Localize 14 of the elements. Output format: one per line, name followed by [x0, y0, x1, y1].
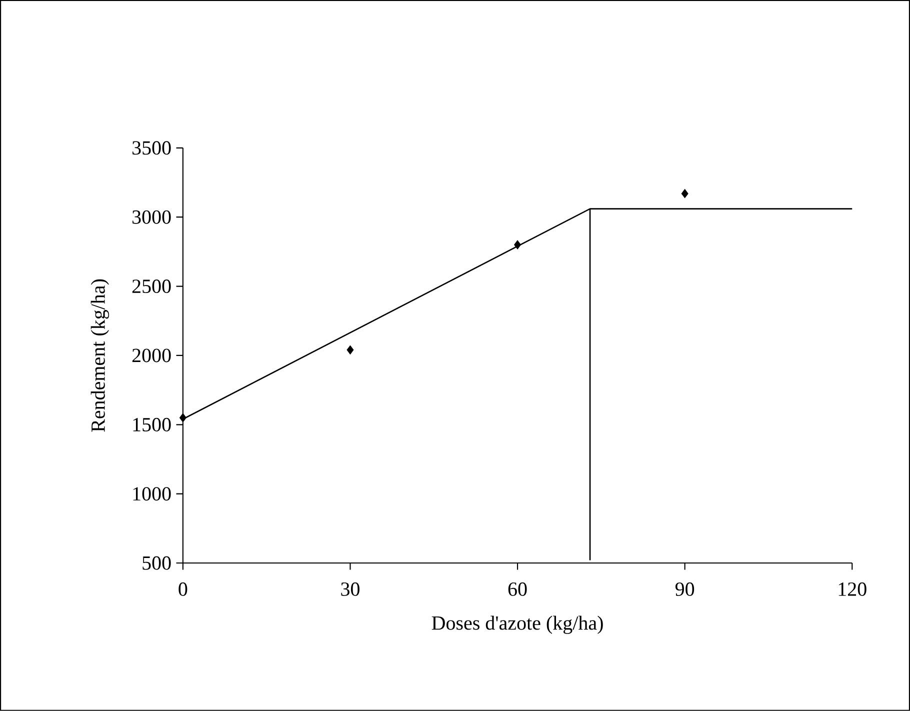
x-tick-label: 0 — [178, 582, 188, 596]
y-tick-label: 3500 — [132, 141, 171, 155]
y-tick-label: 500 — [142, 556, 171, 570]
x-tick-label: 30 — [341, 582, 360, 596]
y-axis-title: Rendement (kg/ha) — [90, 279, 110, 432]
x-tick-label: 60 — [508, 582, 527, 596]
y-tick-label: 1500 — [133, 418, 171, 432]
y-tick-label: 2000 — [132, 348, 171, 362]
x-tick-label: 90 — [675, 582, 694, 596]
y-tick-label: 2500 — [132, 280, 171, 294]
y-tick-label: 3000 — [132, 210, 171, 224]
y-tick-label: 1000 — [133, 487, 171, 501]
x-tick-label: 120 — [838, 582, 866, 596]
x-axis-title: Doses d'azote (kg/ha) — [432, 616, 603, 634]
